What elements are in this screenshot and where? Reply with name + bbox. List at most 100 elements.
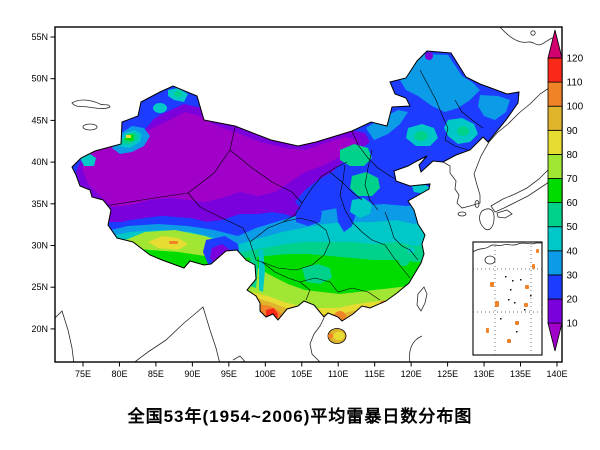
axis-ticks-and-labels: 55N 50N 45N 40N 35N 30N 25N 20N 75E 80E 85E 90E 95E 1… [31, 32, 567, 379]
myanmar-coast [232, 355, 246, 362]
patch-chifeng-teal [414, 131, 428, 141]
colorbar-label: 30 [567, 270, 579, 281]
colorbar-segment [547, 129, 563, 155]
lon-tick-label: 75E [75, 369, 91, 379]
colorbar-label: 40 [567, 246, 579, 257]
inset-gridlines [473, 242, 542, 355]
province-boundaries [104, 69, 484, 301]
colorbar-segment [547, 226, 563, 252]
colorbar-label: 90 [567, 126, 579, 137]
region-ne-azure-north [400, 54, 480, 112]
spot-ne-violet [377, 83, 389, 97]
stripe-hengduan-cyan [259, 249, 265, 292]
hainan-yellow-core [333, 331, 345, 341]
colorbar-label: 10 [567, 319, 579, 330]
luzon-coast [409, 335, 423, 362]
inset-reef-specks [500, 276, 532, 333]
lon-tick-label: 125E [437, 369, 458, 379]
colorbar-below-triangle [547, 322, 563, 352]
lon-tick-label: 115E [365, 369, 385, 379]
patch-altai-teal [174, 91, 182, 97]
lat-tick-label: 55N [31, 32, 48, 42]
colorbar-segment [547, 105, 563, 131]
patch-guizhou-teal [302, 264, 332, 284]
colorbar-label: 50 [567, 222, 579, 233]
kyushu [479, 208, 495, 231]
patch-changbai-teal [457, 126, 469, 136]
russia-island [530, 30, 536, 36]
region-tibet-orange-streak-1 [169, 241, 178, 244]
lon-tick-label: 95E [221, 369, 237, 379]
spot-mohe-violet [425, 52, 433, 60]
patch-zhejiang-coast [407, 247, 415, 253]
lon-tick-label: 80E [111, 369, 127, 379]
lat-tick-label: 35N [31, 199, 48, 209]
inset-frame [472, 241, 543, 356]
lat-tick-label: 20N [31, 324, 48, 334]
inset-island-markers [486, 249, 539, 343]
shikoku [496, 209, 513, 219]
korea-coast [442, 141, 490, 209]
lake-balkhash [71, 99, 111, 109]
china-outline [71, 50, 520, 322]
lon-tick-label: 100E [255, 369, 276, 379]
lake-issykkul [82, 123, 98, 131]
scs-inset [472, 241, 543, 356]
region-tibet-80-90 [148, 236, 188, 250]
region-nw-below10 [82, 112, 358, 207]
colorbar-label: 60 [567, 198, 579, 209]
bengal-myanmar-coast [134, 306, 220, 362]
lon-tick-label: 105E [291, 369, 312, 379]
islands [327, 286, 428, 344]
lon-tick-label: 110E [328, 369, 348, 379]
patch-border-cyan [153, 103, 167, 113]
lat-tick-label: 30N [31, 241, 48, 251]
colorbar-segment [547, 202, 563, 228]
region-ne-azure-east [478, 95, 510, 120]
patch-taihang-cyan [350, 198, 372, 218]
colorbar-segment [547, 57, 563, 83]
colorbar-segment [547, 178, 563, 204]
patch-fujian-coast-1 [399, 258, 409, 266]
map-plot-area [55, 27, 562, 362]
colorbar-label: 70 [567, 174, 579, 185]
colorbar-segment [547, 274, 563, 300]
inset-coastline [472, 242, 542, 253]
lat-tick-label: 45N [31, 115, 48, 125]
figure-title: 全国53年(1954~2006)平均雷暴日数分布图 [127, 407, 473, 426]
colorbar-segment [547, 250, 563, 276]
pocket-qinling-blue [296, 206, 322, 226]
lon-tick-label: 85E [148, 369, 164, 379]
colorbar-label: 110 [567, 78, 583, 89]
colorbar-segment [547, 153, 563, 179]
lon-tick-label: 130E [474, 369, 495, 379]
colorbar-above-triangle [547, 29, 563, 59]
inset-hainan [484, 255, 496, 265]
colorbar-segment [547, 81, 563, 107]
honshu [490, 151, 562, 213]
tsushima-island [474, 200, 480, 208]
ili-yellow-core [126, 135, 131, 138]
taiwan-outline [416, 286, 428, 312]
hainan-orange-spot [328, 333, 333, 339]
colorbar-label: 80 [567, 150, 579, 161]
colorbar-label: 20 [567, 295, 579, 306]
lat-tick-label: 25N [31, 282, 48, 292]
colorbar: 120 110 100 90 80 70 60 50 40 30 20 10 [547, 29, 584, 352]
patch-xilingol-teal [340, 144, 372, 166]
indochina-coast [309, 317, 325, 362]
colorbar-label: 100 [567, 102, 584, 113]
colorbar-segment [547, 298, 563, 324]
lat-tick-label: 50N [31, 74, 48, 84]
jeju-island [457, 211, 467, 217]
india-east-coast [55, 310, 75, 362]
lon-tick-label: 120E [401, 369, 422, 379]
lat-tick-label: 40N [31, 157, 48, 167]
lon-tick-label: 135E [510, 369, 531, 379]
region-leizhou-orange [334, 311, 346, 321]
lon-tick-label: 90E [184, 369, 200, 379]
colorbar-label: 120 [567, 54, 584, 65]
lon-tick-label: 140E [546, 369, 567, 379]
